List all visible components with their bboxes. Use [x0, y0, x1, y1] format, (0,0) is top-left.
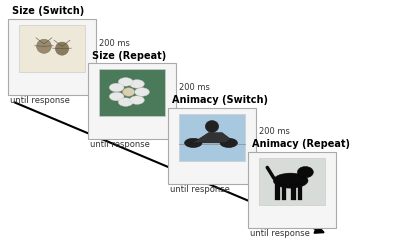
- Text: Size (Repeat): Size (Repeat): [92, 51, 167, 61]
- Ellipse shape: [130, 96, 144, 104]
- Circle shape: [220, 138, 238, 147]
- Bar: [98, 69, 166, 117]
- Bar: [298, 184, 302, 200]
- Text: until response: until response: [170, 185, 230, 194]
- Bar: [88, 63, 176, 139]
- Text: until response: until response: [10, 96, 70, 105]
- Ellipse shape: [55, 42, 69, 55]
- Bar: [168, 108, 256, 184]
- Bar: [178, 114, 246, 161]
- Text: 200 ms: 200 ms: [259, 127, 290, 136]
- Bar: [258, 158, 326, 205]
- Bar: [275, 184, 280, 200]
- Ellipse shape: [297, 167, 314, 178]
- Text: Animacy (Switch): Animacy (Switch): [172, 95, 268, 105]
- Ellipse shape: [109, 83, 124, 92]
- Ellipse shape: [135, 88, 149, 96]
- Bar: [18, 25, 86, 72]
- Ellipse shape: [130, 80, 144, 88]
- Bar: [248, 152, 336, 228]
- Text: until response: until response: [250, 229, 310, 238]
- Bar: [8, 19, 96, 95]
- Text: 200 ms: 200 ms: [179, 83, 210, 92]
- Ellipse shape: [205, 121, 219, 132]
- Bar: [282, 184, 286, 200]
- Ellipse shape: [118, 78, 133, 86]
- Text: 200 ms: 200 ms: [99, 39, 130, 48]
- Bar: [291, 184, 296, 200]
- Circle shape: [184, 138, 202, 147]
- Ellipse shape: [123, 88, 135, 96]
- Text: Animacy (Repeat): Animacy (Repeat): [252, 139, 350, 149]
- Ellipse shape: [37, 39, 51, 53]
- Ellipse shape: [273, 173, 308, 188]
- Ellipse shape: [118, 98, 133, 106]
- Text: Size (Switch): Size (Switch): [12, 6, 85, 16]
- Text: until response: until response: [90, 140, 150, 149]
- Ellipse shape: [109, 92, 124, 101]
- Polygon shape: [190, 132, 231, 143]
